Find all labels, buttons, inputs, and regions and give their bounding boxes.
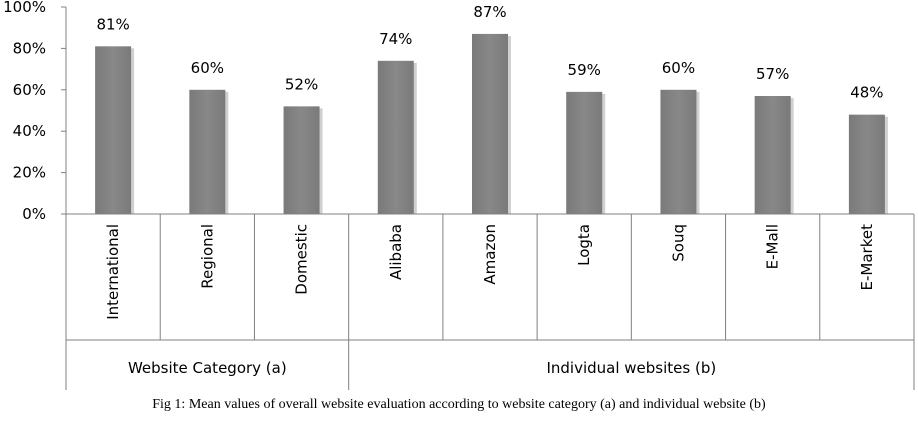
data-label: 60%	[662, 59, 695, 77]
chart-container: 0% 20% 40% 60% 80% 100% 81% 60% 52% 74% 87% 59% 60%…	[3, 0, 915, 390]
data-label: 48%	[850, 84, 883, 102]
figure-caption: Fig 1: Mean values of overall website ev…	[152, 397, 766, 412]
category-label: Alibaba	[387, 224, 405, 280]
bar	[377, 60, 414, 214]
data-label: 81%	[96, 15, 129, 33]
y-axis: 0% 20% 40% 60% 80% 100%	[3, 0, 67, 223]
y-tick-label: 80%	[13, 39, 46, 57]
bar	[848, 114, 885, 214]
y-tick-label: 60%	[13, 81, 46, 99]
data-label: 60%	[191, 59, 224, 77]
category-label: Domestic	[293, 224, 311, 295]
bar	[566, 91, 603, 214]
bars: 81% 60% 52% 74% 87% 59% 60% 57% 48%	[95, 3, 888, 214]
category-label: E-Market	[858, 224, 876, 291]
y-tick-label: 100%	[3, 0, 46, 16]
category-label: Regional	[198, 224, 216, 289]
y-tick-label: 40%	[13, 122, 46, 140]
category-label: Souq	[669, 224, 687, 262]
data-label: 87%	[473, 3, 506, 21]
y-tick-label: 20%	[13, 164, 46, 182]
data-label: 59%	[568, 61, 601, 79]
data-label: 74%	[379, 30, 412, 48]
category-label: E-Mall	[764, 224, 782, 269]
bar	[754, 96, 791, 214]
group-label: Website Category (a)	[128, 359, 287, 377]
category-label: International	[104, 224, 122, 320]
bar	[95, 46, 132, 214]
data-label: 57%	[756, 65, 789, 83]
x-axis: International Regional Domestic Alibaba Amaz…	[65, 213, 915, 390]
bar	[660, 89, 697, 214]
category-label: Amazon	[481, 224, 499, 285]
bar	[189, 89, 226, 214]
bar	[472, 33, 508, 214]
group-label: Individual websites (b)	[546, 359, 716, 377]
bar	[283, 106, 320, 214]
category-label: Logta	[575, 224, 593, 266]
data-label: 52%	[285, 75, 318, 93]
y-tick-label: 0%	[22, 205, 46, 223]
bar-chart: 0% 20% 40% 60% 80% 100% 81% 60% 52% 74% 87% 59% 60%…	[3, 0, 915, 390]
